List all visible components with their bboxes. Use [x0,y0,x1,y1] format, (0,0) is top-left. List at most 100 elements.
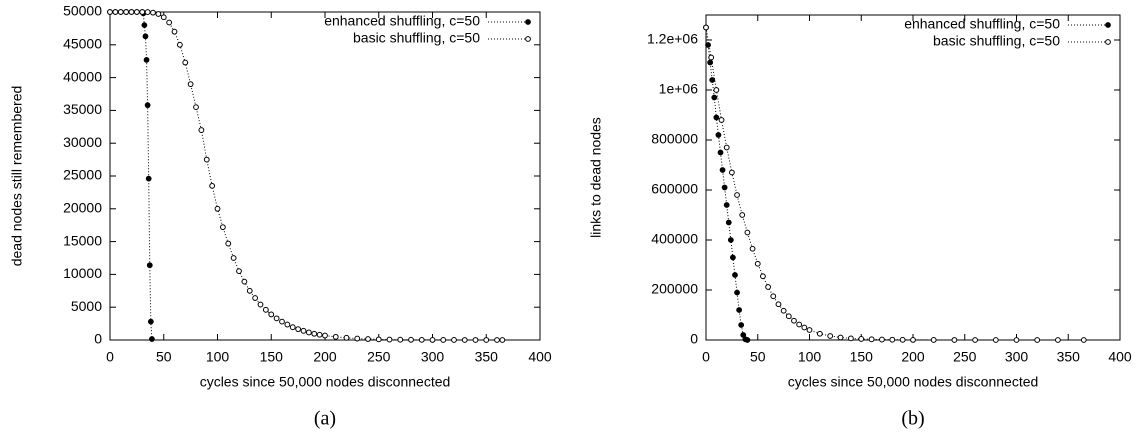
data-point [796,321,803,328]
data-point [107,9,113,15]
data-point [143,56,150,63]
data-point [754,260,761,267]
y-tick-label: 30000 [63,134,102,150]
x-tick-label: 150 [260,349,284,365]
data-point [461,337,468,343]
data-point [730,254,736,261]
data-point [1080,337,1087,343]
data-point [198,127,205,133]
data-point [1013,337,1020,343]
plot-frame [109,11,541,341]
data-point [711,94,718,101]
data-point [112,9,119,15]
data-point [728,169,735,176]
data-point [187,81,194,88]
data-point [440,337,447,343]
legend-label: basic shuffling, c=50 [353,30,480,46]
data-point [139,9,146,15]
y-tick-label: 10000 [63,265,102,281]
data-point [182,59,189,66]
y-tick-label: 45000 [63,36,102,52]
x-tick-label: 50 [750,349,766,365]
x-tick-label: 250 [953,349,977,365]
data-point [827,333,834,339]
legend-label: enhanced shuffling, c=50 [324,13,480,29]
data-point [1055,337,1061,343]
data-point [780,307,787,314]
data-point [141,22,148,29]
data-point [209,182,216,189]
data-point [144,102,151,109]
data-point [316,331,323,338]
data-point [734,289,740,296]
data-point [375,336,382,343]
data-point [727,237,734,243]
data-point [858,336,865,342]
data-point [972,337,978,343]
legend-label: basic shuffling, c=50 [933,33,1060,49]
data-point [848,335,854,342]
data-point [257,301,264,308]
plot-frame [705,14,1121,341]
legend-marker [525,36,531,42]
data-point [241,278,248,285]
data-point [429,337,436,343]
data-point [397,336,404,343]
x-axis-label: cycles since 50,000 nodes disconnected [788,374,1039,390]
data-point [123,9,130,15]
data-point [837,334,844,341]
data-point [494,337,500,343]
data-point [311,330,318,337]
data-point [305,329,312,336]
data-point [386,336,393,343]
data-point [708,54,715,61]
data-point [219,224,226,231]
y-tick-label: 800000 [651,131,698,147]
y-axis-label: links to dead nodes [588,117,604,238]
data-point [721,184,728,191]
y-tick-label: 600000 [651,181,698,197]
data-point [770,293,777,300]
x-tick-label: 350 [475,349,499,365]
legend-label: enhanced shuffling, c=50 [904,16,1060,32]
data-point [738,322,745,328]
data-point [715,132,722,138]
data-point [910,336,916,343]
data-point [717,149,724,156]
data-point [343,334,350,341]
data-point [144,9,151,15]
y-tick-label: 5000 [71,298,102,314]
data-point [262,306,269,313]
data-point [732,272,738,278]
data-point [279,318,285,325]
data-point [451,337,457,343]
y-tick-label: 50000 [63,3,102,19]
y-axis-label: dead nodes still remembered [9,86,25,267]
legend-marker [525,19,531,25]
data-point [744,337,751,343]
data-point [252,295,259,301]
data-point [734,192,740,198]
data-point [775,301,782,308]
y-tick-label: 20000 [63,200,102,216]
series-line [705,27,1084,341]
data-point [365,336,371,342]
x-tick-label: 400 [528,349,552,365]
y-tick-label: 200000 [651,281,698,297]
data-point [718,117,725,123]
data-point [713,87,720,93]
data-point [744,229,751,236]
data-point [284,321,291,328]
data-point [117,9,124,15]
data-point [300,327,307,334]
data-point [760,273,766,280]
y-tick-label: 1e+06 [659,81,699,97]
data-point [899,336,906,343]
data-point [705,42,711,48]
data-point [930,337,937,343]
x-tick-label: 400 [1108,349,1132,365]
data-point [418,336,425,343]
series-line [110,11,153,340]
